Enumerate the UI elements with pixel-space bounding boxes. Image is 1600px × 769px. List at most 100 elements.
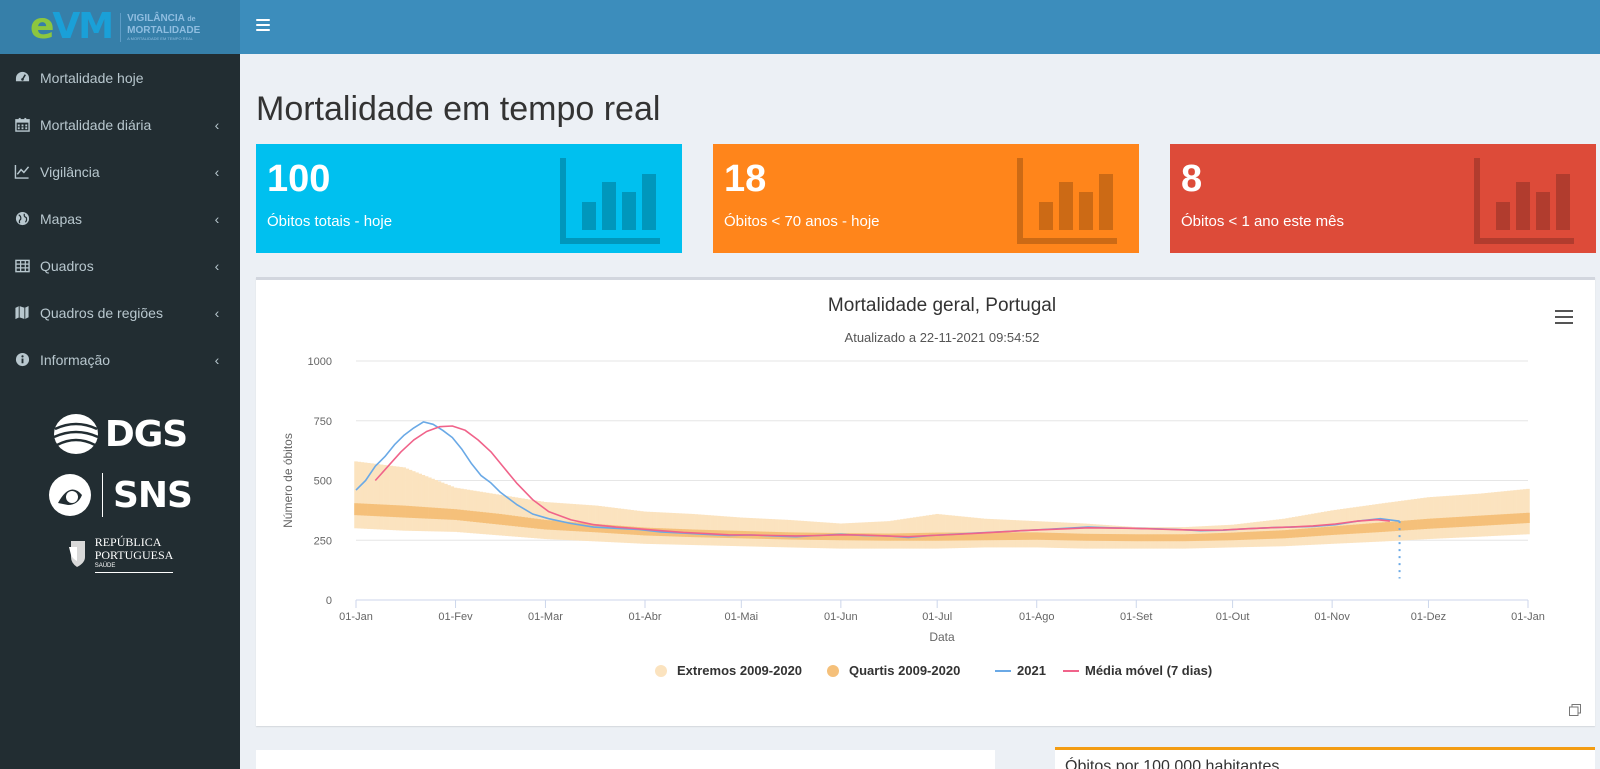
- band-extremes-bar: [408, 469, 413, 531]
- app-logo[interactable]: eVM VIGILÂNCIA de MORTALIDADE A MORTALID…: [0, 0, 240, 54]
- band-quartiles-bar: [431, 507, 435, 519]
- band-quartiles-bar: [1031, 532, 1036, 540]
- x-tick-label: 01-Mar: [528, 611, 563, 623]
- band-extremes-bar: [1519, 489, 1524, 535]
- band-quartiles-bar: [1513, 513, 1517, 524]
- mortality-chart: Mortalidade geral, Portugal Atualizado a …: [281, 295, 1545, 678]
- band-extremes-bar: [421, 474, 426, 532]
- legend-item[interactable]: Quartis 2009-2020: [827, 663, 960, 678]
- legend-item[interactable]: 2021: [995, 663, 1046, 678]
- legend-item[interactable]: Média móvel (7 dias): [1063, 663, 1212, 678]
- band-quartiles-bar: [1381, 522, 1386, 532]
- band-quartiles-bar: [1115, 534, 1119, 542]
- band-quartiles-bar: [835, 533, 840, 541]
- sidebar-item-quadros-de-regioes[interactable]: Quadros de regiões ‹: [0, 289, 240, 336]
- band-quartiles-bar: [1205, 533, 1209, 541]
- band-quartiles-bar: [627, 526, 631, 535]
- sidebar-item-label: Mortalidade hoje: [40, 69, 144, 86]
- band-extremes-bar: [633, 510, 638, 544]
- stat-box-deaths-under-1[interactable]: 8 Óbitos < 1 ano este mês: [1170, 144, 1596, 253]
- band-quartiles-bar: [1163, 534, 1167, 542]
- band-quartiles-bar: [1474, 515, 1479, 527]
- band-quartiles-bar: [505, 514, 509, 526]
- band-quartiles-bar: [553, 520, 557, 531]
- band-quartiles-bar: [569, 521, 573, 531]
- sidebar-item-vigilancia[interactable]: Vigilância ‹: [0, 148, 240, 195]
- legend-label: Média móvel (7 dias): [1085, 663, 1212, 678]
- band-quartiles-bar: [456, 509, 461, 521]
- legend-symbol: [655, 665, 667, 677]
- band-extremes-bar: [1439, 496, 1444, 539]
- stat-box-total-deaths[interactable]: 100 Óbitos totais - hoje: [256, 144, 682, 253]
- band-quartiles-bar: [967, 532, 972, 541]
- band-extremes-bar: [354, 461, 358, 529]
- band-quartiles-bar: [1436, 518, 1440, 529]
- band-quartiles-bar: [527, 517, 532, 528]
- band-extremes-bar: [935, 513, 939, 549]
- band-quartiles-bar: [1185, 534, 1190, 542]
- republica-emblem-icon: [68, 541, 85, 567]
- y-tick-label: 1000: [308, 356, 332, 368]
- stat-box-deaths-under-70[interactable]: 18 Óbitos < 70 anos - hoje: [713, 144, 1139, 253]
- band-quartiles-bar: [1359, 524, 1363, 534]
- band-quartiles-bar: [1449, 517, 1453, 528]
- band-quartiles-bar: [945, 532, 949, 541]
- x-tick-label: 01-Jun: [824, 611, 858, 623]
- chevron-left-icon: ‹: [214, 163, 220, 180]
- sidebar-menu: Mortalidade hoje Mortalidade diária ‹ Vigil…: [0, 54, 240, 383]
- sidebar-toggle-icon[interactable]: [256, 19, 270, 32]
- sidebar-item-mortalidade-hoje[interactable]: Mortalidade hoje: [0, 54, 240, 101]
- band-quartiles-bar: [447, 508, 451, 520]
- sidebar-item-quadros[interactable]: Quadros ‹: [0, 242, 240, 289]
- band-quartiles-bar: [1295, 529, 1299, 538]
- legend-item[interactable]: Extremos 2009-2020: [655, 663, 802, 678]
- band-quartiles-bar: [1034, 532, 1039, 540]
- chart-export-menu-icon[interactable]: [1555, 310, 1573, 324]
- band-quartiles-bar: [524, 517, 528, 528]
- band-quartiles-bar: [1279, 530, 1283, 539]
- band-extremes-bar: [392, 466, 397, 531]
- sidebar-item-mapas[interactable]: Mapas ‹: [0, 195, 240, 242]
- band-quartiles-bar: [1006, 532, 1010, 541]
- band-quartiles-bar: [1330, 526, 1334, 535]
- band-quartiles-bar: [1060, 533, 1065, 541]
- band-quartiles-bar: [424, 507, 429, 519]
- band-extremes-bar: [951, 515, 955, 549]
- band-quartiles-bar: [1481, 515, 1485, 526]
- band-quartiles-bar: [534, 518, 538, 529]
- band-extremes-bar: [575, 504, 580, 541]
- band-quartiles-bar: [1150, 534, 1155, 542]
- band-quartiles-bar: [489, 512, 493, 524]
- band-extremes-bar: [617, 508, 622, 543]
- band-quartiles-bar: [485, 512, 490, 524]
- band-quartiles-bar: [1160, 534, 1164, 542]
- band-quartiles-bar: [1442, 517, 1447, 528]
- band-quartiles-bar: [1468, 516, 1472, 527]
- band-quartiles-bar: [373, 504, 378, 517]
- band-extremes-bar: [1462, 494, 1466, 538]
- band-quartiles-bar: [1224, 532, 1228, 541]
- band-quartiles-bar: [1054, 532, 1058, 541]
- band-quartiles-bar: [1388, 521, 1392, 532]
- band-extremes-bar: [1388, 502, 1392, 542]
- sidebar-item-informacao[interactable]: Informação ‹: [0, 336, 240, 383]
- band-quartiles-bar: [1128, 534, 1132, 542]
- band-quartiles-bar: [460, 509, 464, 521]
- band-quartiles-bar: [842, 533, 846, 541]
- band-quartiles-bar: [473, 511, 477, 522]
- band-extremes-bar: [614, 507, 618, 543]
- band-extremes-bar: [1465, 494, 1469, 538]
- copy-icon[interactable]: [1569, 704, 1581, 716]
- band-quartiles-bar: [1314, 527, 1318, 537]
- band-quartiles-bar: [1095, 533, 1100, 541]
- band-quartiles-bar: [819, 532, 824, 540]
- band-quartiles-bar: [379, 504, 384, 517]
- band-quartiles-bar: [1378, 522, 1383, 533]
- band-quartiles-bar: [1076, 533, 1081, 541]
- band-quartiles-bar: [1211, 533, 1216, 541]
- band-extremes-bar: [572, 504, 577, 541]
- sidebar-item-mortalidade-diaria[interactable]: Mortalidade diária ‹: [0, 101, 240, 148]
- band-extremes-bar: [954, 515, 959, 549]
- band-quartiles-bar: [421, 506, 426, 519]
- band-extremes-bar: [1442, 496, 1447, 539]
